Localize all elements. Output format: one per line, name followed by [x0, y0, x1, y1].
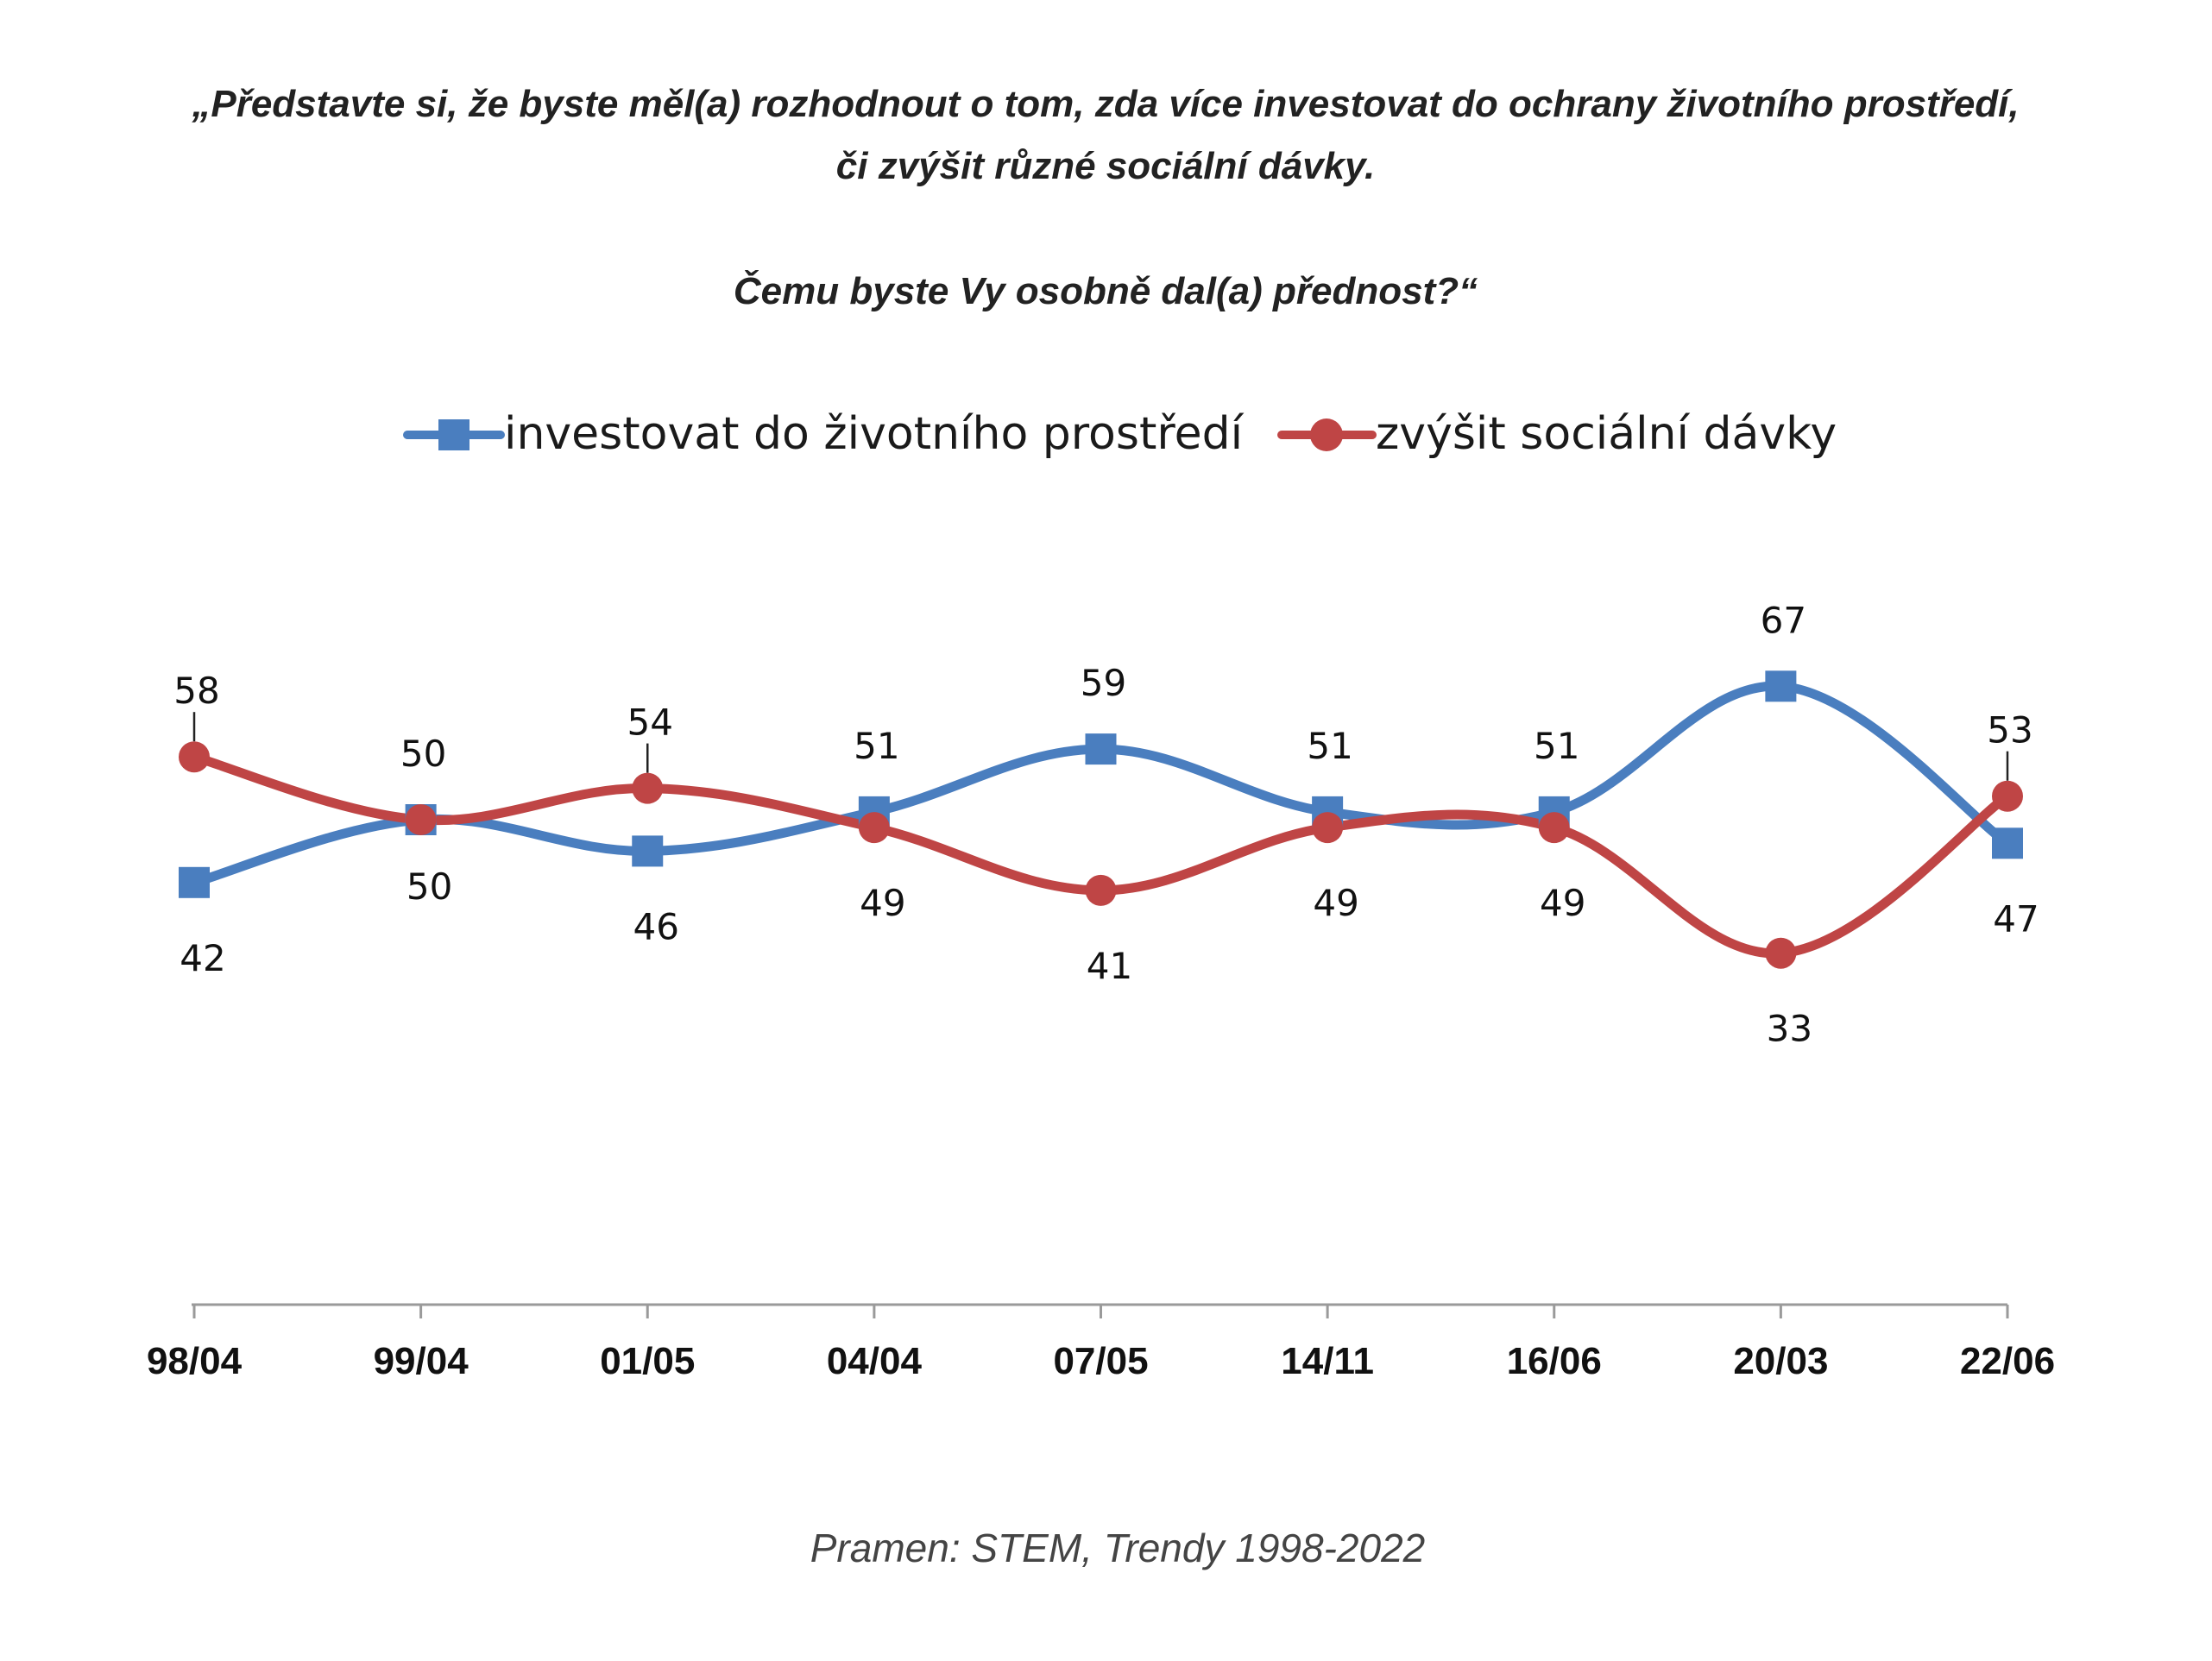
- data-label-social: 54: [627, 702, 673, 744]
- data-label-environment: 67: [1761, 599, 1806, 641]
- chart-title: „Představte si, že byste měl(a) rozhodno…: [191, 83, 2019, 312]
- data-label-social: 58: [173, 670, 219, 712]
- series-line-social: [189, 752, 2013, 959]
- x-tick-label: 14/11: [1281, 1340, 1374, 1382]
- data-point-environment: [1085, 733, 1117, 765]
- data-point-social: [632, 772, 664, 804]
- legend-label-environment: investovat do životního prostředí: [504, 408, 1245, 460]
- data-point-social: [1312, 812, 1344, 844]
- data-point-social: [1538, 812, 1570, 844]
- x-axis: 98/04 99/04 01/05 04/04 07/05 14/11 16/06 20/03…: [147, 1303, 2055, 1382]
- title-line-1: „Představte si, že byste měl(a) rozhodno…: [191, 83, 2019, 125]
- data-point-social: [1085, 874, 1117, 906]
- legend-label-social: zvýšit sociální dávky: [1376, 408, 1837, 460]
- data-label-social: 41: [1087, 945, 1132, 987]
- series-line-environment: [189, 681, 2013, 888]
- data-label-environment: 51: [854, 725, 899, 767]
- legend-item-social: zvýšit sociální dávky: [1277, 408, 1837, 460]
- data-labels: 58 42 50 50 54 46 51 49 59 41 51 49 51 49 67 33 53 47: [173, 599, 2039, 1049]
- data-point-social: [1765, 937, 1797, 969]
- x-tick-label: 04/04: [827, 1340, 923, 1382]
- x-tick-label: 01/05: [600, 1340, 695, 1382]
- data-point-environment: [632, 835, 664, 867]
- title-line-2: či zvýšit různé sociální dávky.: [836, 145, 1375, 187]
- legend-marker-square: [438, 419, 469, 450]
- data-label-environment: 50: [406, 865, 452, 908]
- legend-item-environment: investovat do životního prostředí: [403, 408, 1245, 460]
- data-point-social: [405, 804, 437, 835]
- data-point-environment: [179, 866, 210, 898]
- x-tick-label: 98/04: [147, 1340, 243, 1382]
- series-lines: [189, 681, 2013, 959]
- series-markers: [179, 670, 2023, 969]
- x-tick-label: 99/04: [374, 1340, 469, 1382]
- legend: investovat do životního prostředí zvýšit…: [403, 408, 1837, 460]
- data-label-social: 49: [1313, 882, 1358, 924]
- x-tick-label: 16/06: [1507, 1340, 1602, 1382]
- x-axis-tick-labels: 98/04 99/04 01/05 04/04 07/05 14/11 16/06 20/03…: [147, 1340, 2055, 1382]
- data-label-environment: 46: [633, 905, 679, 947]
- data-label-environment: 59: [1081, 662, 1126, 704]
- source-note: Pramen: STEM, Trendy 1998-2022: [810, 1526, 1425, 1570]
- data-label-social: 49: [860, 882, 905, 924]
- data-label-social: 53: [1987, 709, 2032, 752]
- x-tick-label: 07/05: [1053, 1340, 1148, 1382]
- data-label-environment: 51: [1307, 725, 1352, 767]
- data-point-social: [858, 812, 890, 844]
- data-point-social: [1992, 780, 2023, 812]
- data-label-social: 50: [400, 733, 446, 775]
- x-tick-label: 22/06: [1960, 1340, 2055, 1382]
- data-point-social: [179, 741, 210, 773]
- data-point-environment: [1992, 827, 2023, 859]
- data-label-environment: 47: [1993, 897, 2039, 940]
- data-label-environment: 51: [1534, 725, 1579, 767]
- data-point-environment: [1765, 670, 1797, 702]
- data-label-social: 49: [1540, 882, 1585, 924]
- legend-marker-circle: [1310, 418, 1343, 451]
- x-axis-ticks: [192, 1305, 2009, 1318]
- data-label-social: 33: [1767, 1008, 1812, 1050]
- x-tick-label: 20/03: [1733, 1340, 1828, 1382]
- title-line-3: Čemu byste Vy osobně dal(a) přednost?“: [734, 268, 1478, 312]
- data-label-environment: 42: [180, 937, 225, 979]
